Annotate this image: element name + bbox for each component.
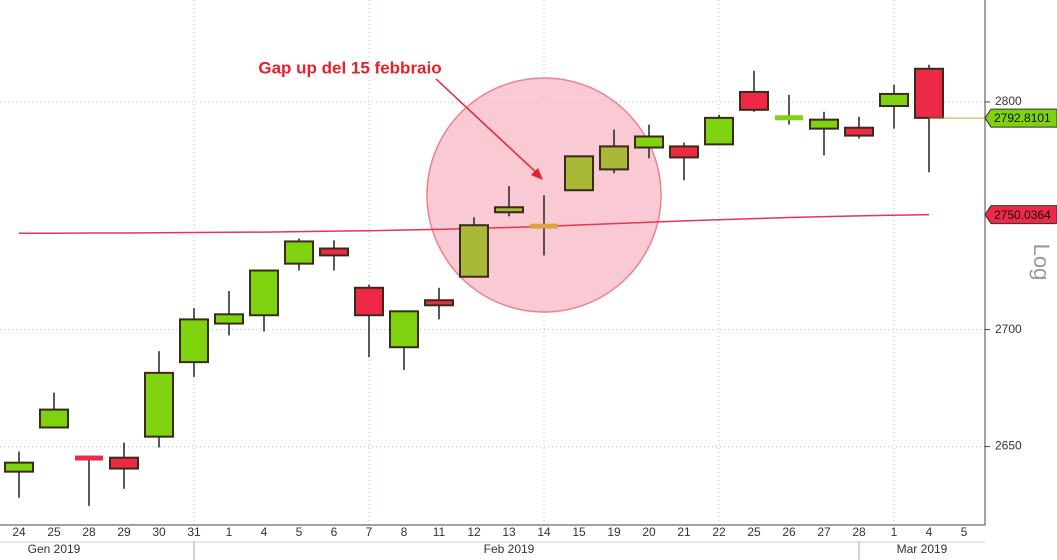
candle-body [319,247,349,257]
y-tick-label: 2800 [995,94,1022,108]
x-tick-label: 26 [782,525,796,539]
x-tick-label: 13 [502,525,516,539]
x-tick-label: 31 [187,525,201,539]
candle-body [494,206,524,214]
candle-body [739,90,769,111]
x-tick-label: 19 [607,525,621,539]
x-tick-label: 28 [82,525,96,539]
y-tick-label: 2700 [995,322,1022,336]
x-tick-label: 5 [296,525,303,539]
x-tick-label: 1 [891,525,898,539]
price-tag [984,108,1057,128]
candle-body [179,318,209,364]
candle-body [144,371,174,438]
candle-body [914,67,944,119]
x-tick-label: 8 [401,525,408,539]
x-tick-label: 6 [331,525,338,539]
month-label: Gen 2019 [28,542,81,556]
x-tick-label: 27 [817,525,831,539]
candle-body [669,145,699,159]
x-tick-label: 4 [926,525,933,539]
x-tick-label: 30 [152,525,166,539]
x-tick-label: 28 [852,525,866,539]
x-tick-label: 15 [572,525,586,539]
x-tick-label: 25 [47,525,61,539]
arrow-head [531,168,543,180]
candle-body [39,408,69,429]
month-label: Feb 2019 [484,542,535,556]
candle-body [634,135,664,149]
x-tick-label: 5 [961,525,968,539]
candle-body [599,145,629,171]
candle-body [530,223,558,229]
annotation-arrow [435,78,541,177]
x-tick-label: 25 [747,525,761,539]
x-tick-label: 20 [642,525,656,539]
x-tick-label: 1 [226,525,233,539]
candle-body [4,461,34,473]
candle-body [424,299,454,307]
x-tick-label: 11 [433,525,446,539]
candle-body [809,118,839,130]
month-label: Mar 2019 [897,542,948,556]
candle-body [459,224,489,278]
x-tick-label: 14 [537,525,551,539]
x-tick-label: 29 [117,525,131,539]
x-tick-label: 7 [366,525,373,539]
price-tag [984,205,1057,225]
x-tick-label: 4 [261,525,268,539]
price-tag-label: 2750.0364 [994,208,1051,222]
candle-body [879,92,909,108]
candle-body [109,456,139,470]
annotation: Gap up del 15 febbraio [258,58,441,77]
candle-body [844,126,874,137]
x-tick-label: 22 [712,525,726,539]
candle-body [214,313,244,325]
candle-body [704,116,734,146]
x-tick-label: 12 [467,525,481,539]
candle-body [249,269,279,317]
axis-label: Log [1029,244,1054,281]
candle-body [354,286,384,317]
y-tick-label: 2650 [995,439,1022,453]
candle-body [564,155,594,192]
candle-body [75,455,103,461]
candle-body [284,240,314,265]
x-tick-label: 21 [677,525,691,539]
price-tag-label: 2792.8101 [994,111,1051,125]
candle-body [389,310,419,349]
candle-body [775,115,803,121]
x-tick-label: 24 [12,525,26,539]
